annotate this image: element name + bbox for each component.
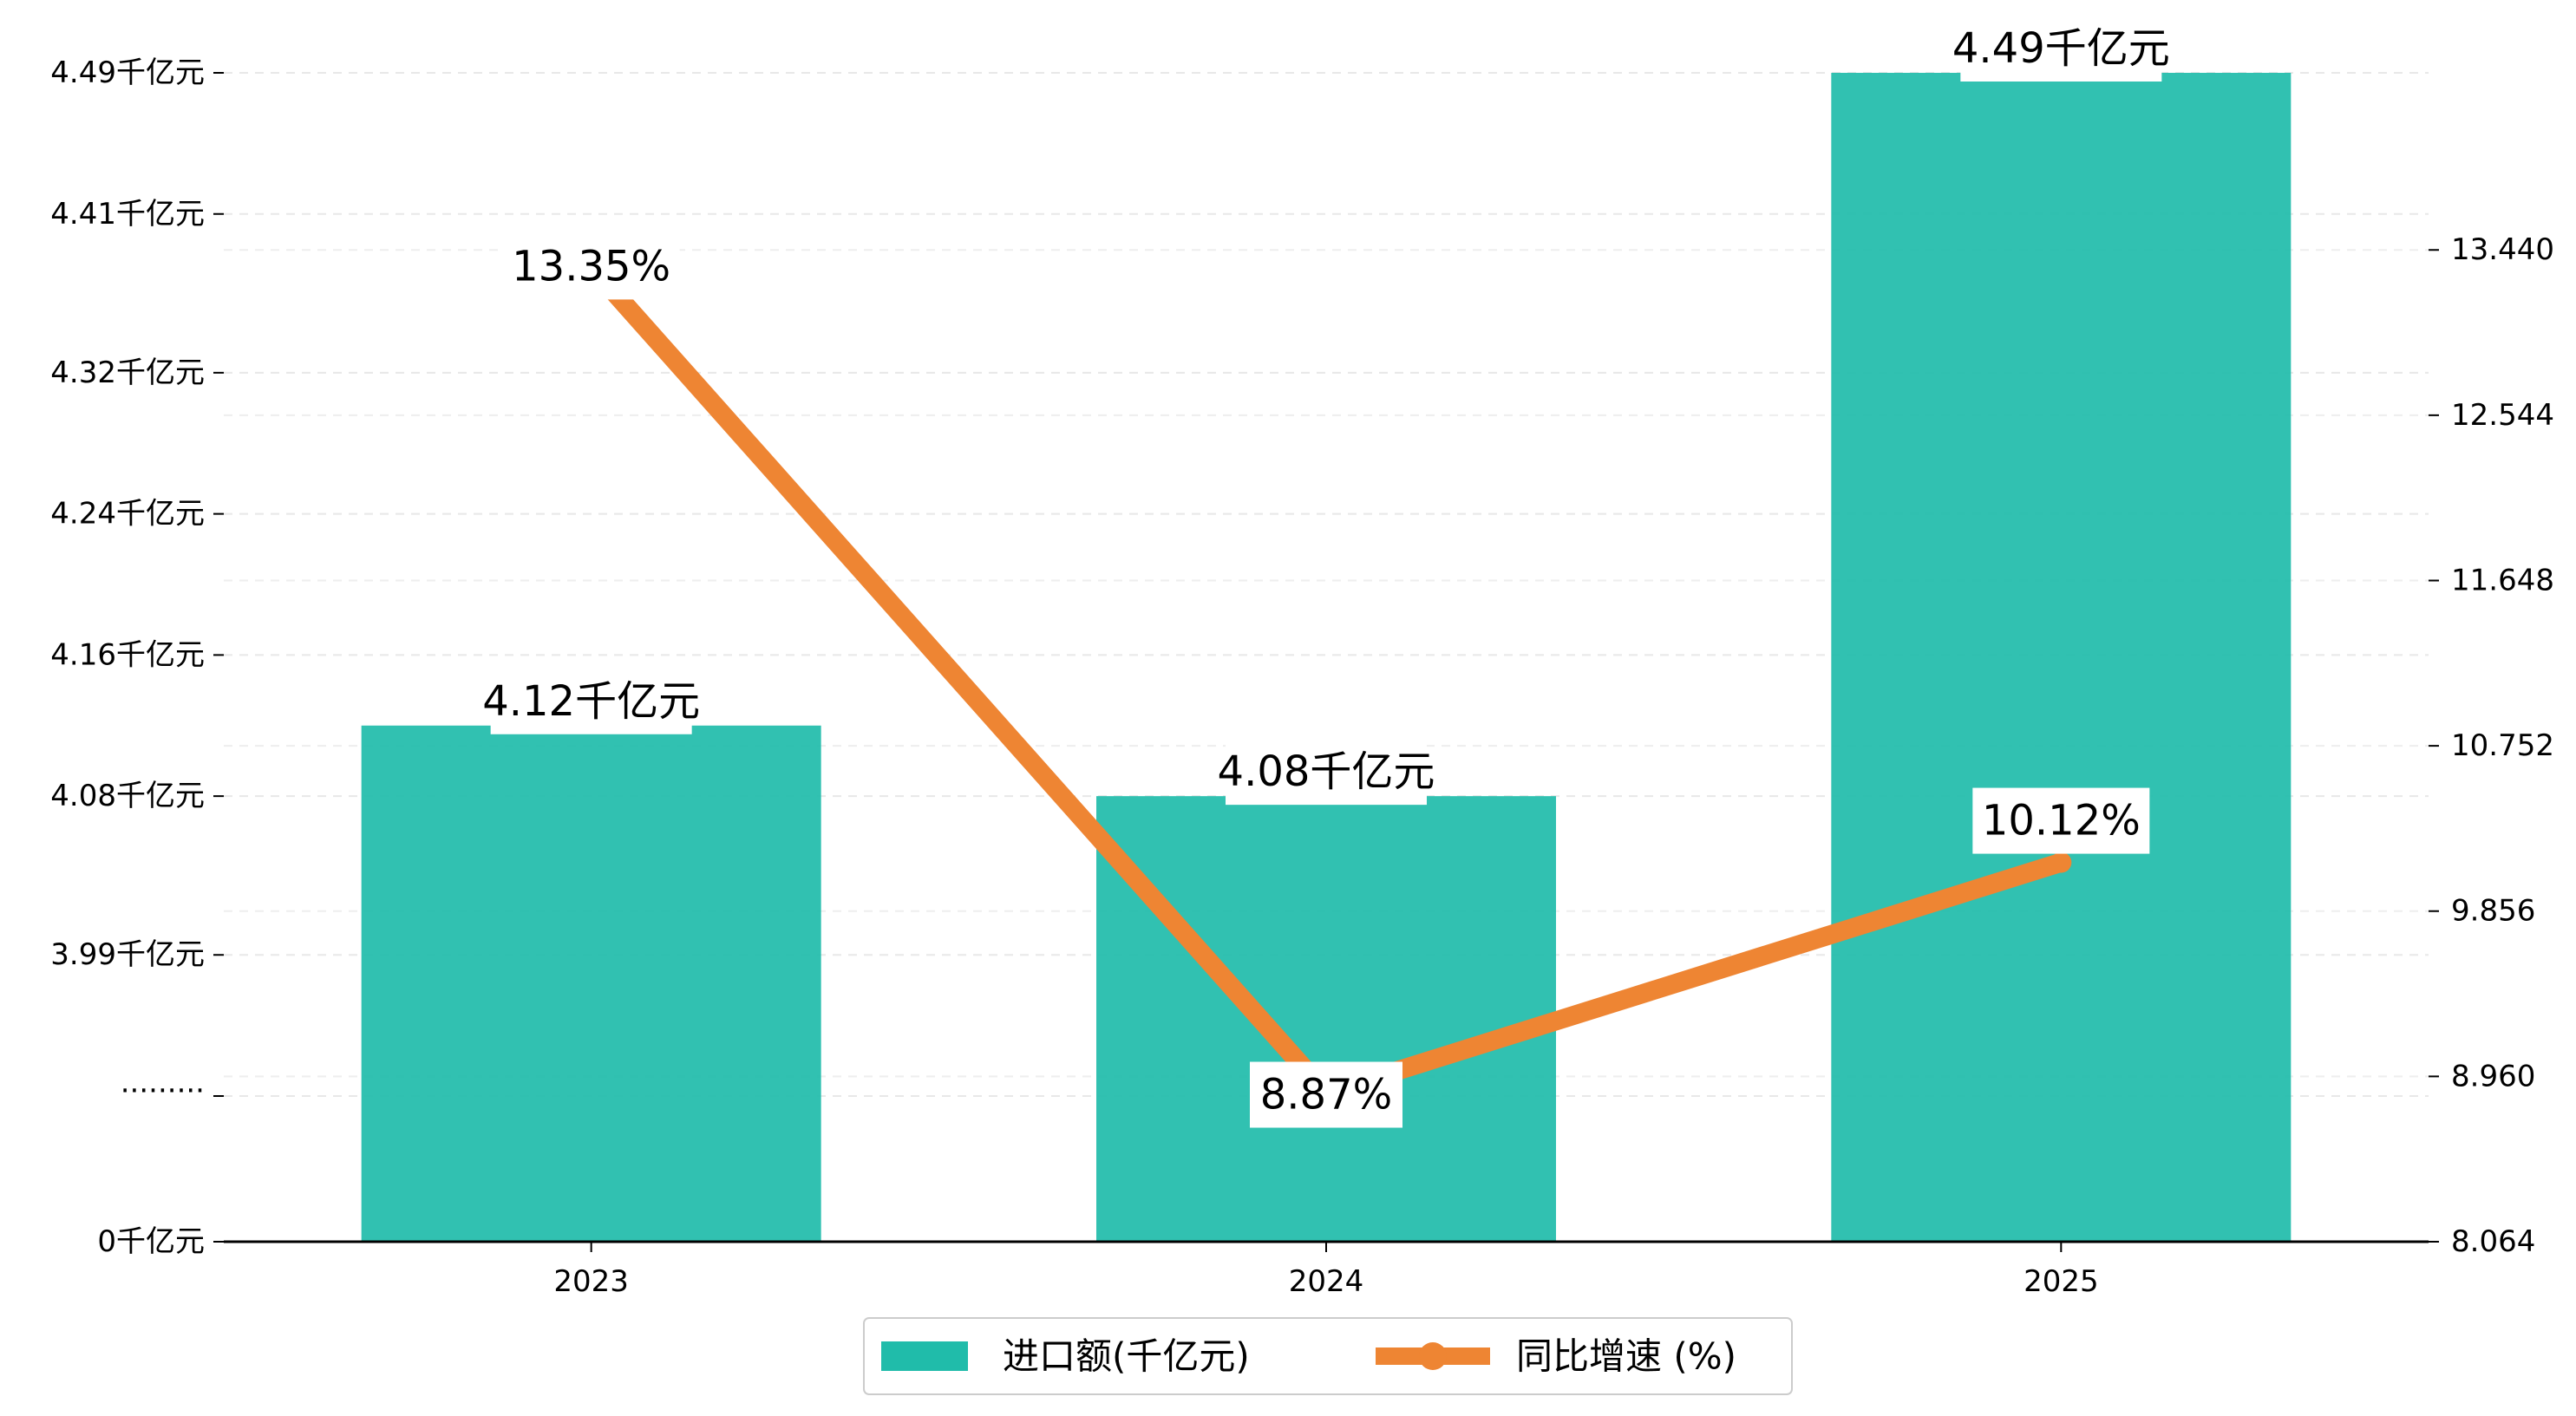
svg-text:13.35%: 13.35% <box>512 242 670 290</box>
left-tick-label: 3.99千亿元 <box>50 937 205 972</box>
legend-label-bar: 进口额(千亿元) <box>1003 1335 1250 1378</box>
svg-text:4.49千亿元: 4.49千亿元 <box>1952 24 2170 73</box>
growth-point-2025 <box>2050 852 2072 873</box>
line-value-label-2023: 13.35% <box>502 233 680 300</box>
left-tick-label: 4.24千亿元 <box>50 497 205 532</box>
left-tick-label: 4.49千亿元 <box>50 55 205 90</box>
right-tick-label: 8.064 <box>2451 1224 2535 1259</box>
x-tick-label-2024: 2024 <box>1289 1264 1364 1299</box>
right-tick-label: 13.440 <box>2451 232 2554 267</box>
left-break-label: ········· <box>121 1073 205 1108</box>
bar-2025 <box>1831 73 2292 1242</box>
legend-label-line: 同比增速 (%) <box>1516 1335 1736 1378</box>
right-tick-label: 10.752 <box>2451 728 2554 763</box>
line-value-label-2023-bg <box>502 233 680 300</box>
svg-text:8.87%: 8.87% <box>1260 1071 1392 1119</box>
legend: 进口额(千亿元) 同比增速 (%) <box>863 1317 1793 1395</box>
legend-swatch-marker <box>1419 1342 1447 1370</box>
bar-series <box>361 73 2292 1242</box>
right-tick-label: 12.544 <box>2451 398 2554 433</box>
right-tick-label: 9.856 <box>2451 894 2535 929</box>
left-tick-label: 4.08千亿元 <box>50 779 205 813</box>
left-tick-label: 0千亿元 <box>97 1224 205 1259</box>
axes: 0千亿元 3.99千亿元 4.08千亿元 4.16千亿元 4.24千亿元 4.32千亿元 4… <box>50 55 2554 1299</box>
bar-value-label-2024-bg <box>1226 739 1427 806</box>
bar-value-label-2025: 4.49千亿元 <box>1952 16 2170 82</box>
svg-text:4.08千亿元: 4.08千亿元 <box>1218 747 1435 796</box>
bar-value-label-2023: 4.12千亿元 <box>482 668 700 734</box>
bar-value-label-2024: 4.08千亿元 <box>1218 739 1435 806</box>
bar-2023 <box>361 725 821 1242</box>
left-tick-label: 4.41千亿元 <box>50 197 205 232</box>
legend-swatch-bar <box>881 1341 968 1371</box>
line-value-label-2025-bg <box>1972 787 2150 854</box>
right-tick-label: 8.960 <box>2451 1059 2535 1093</box>
x-tick-label-2023: 2023 <box>553 1264 629 1299</box>
svg-text:10.12%: 10.12% <box>1982 797 2141 845</box>
data-labels: 4.12千亿元 4.08千亿元 4.49千亿元 13.35% 8.87% 10.12% <box>482 16 2170 1128</box>
right-tick-label: 11.648 <box>2451 563 2554 597</box>
svg-text:4.12千亿元: 4.12千亿元 <box>482 677 700 726</box>
bar-value-label-2023-bg <box>490 668 692 734</box>
line-value-label-2024-bg <box>1250 1061 1402 1128</box>
x-tick-label-2025: 2025 <box>2024 1264 2099 1299</box>
line-value-label-2024: 8.87% <box>1250 1061 1402 1128</box>
legend-box <box>863 1317 1793 1395</box>
line-value-label-2025: 10.12% <box>1972 787 2150 854</box>
left-tick-label: 4.32千亿元 <box>50 356 205 390</box>
bar-2024 <box>1096 796 1556 1242</box>
bar-value-label-2025-bg <box>1960 16 2162 82</box>
left-tick-label: 4.16千亿元 <box>50 637 205 672</box>
